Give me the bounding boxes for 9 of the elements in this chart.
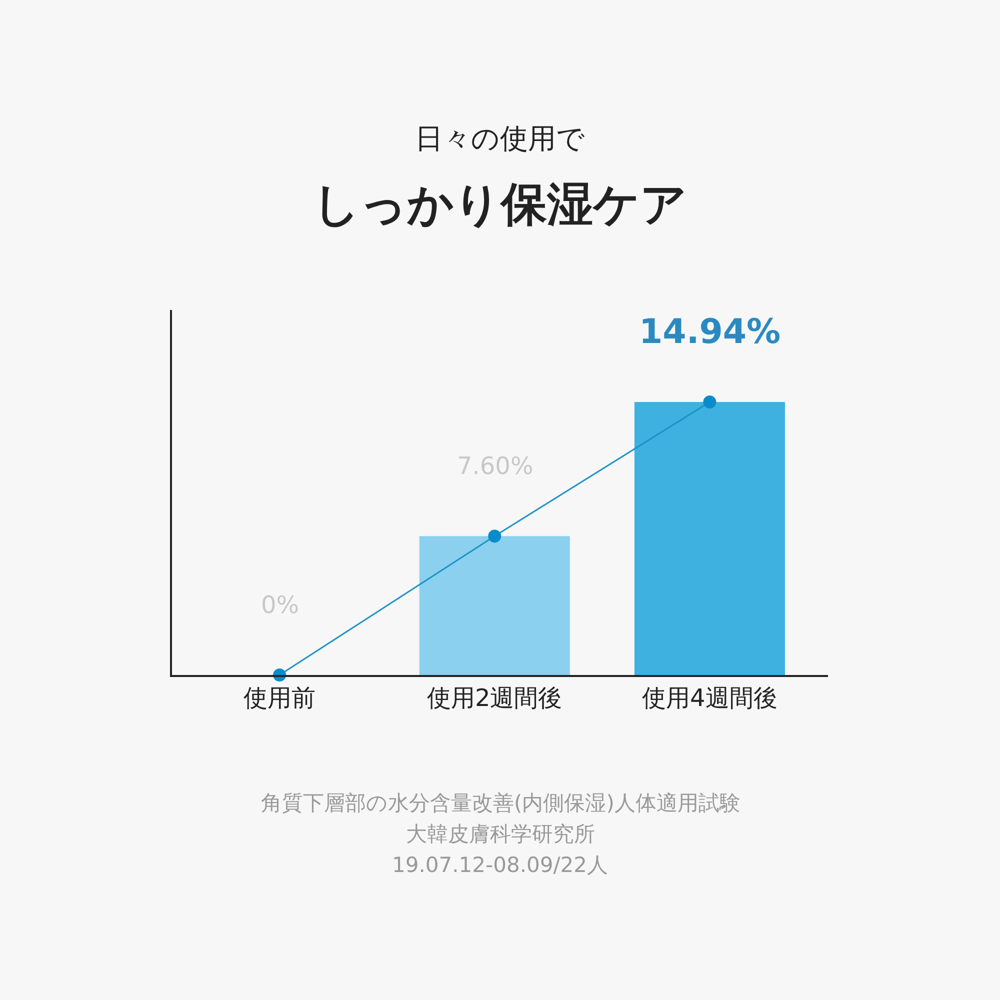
text: 角質下層部の水分含量改善(内側保湿)人体適用試験 — [261, 791, 740, 815]
text: 19.07.12-08.09/22人 — [392, 853, 608, 877]
x-tick-label: 使用2週間後 — [426, 684, 562, 712]
x-tick-label: 使用4週間後 — [642, 684, 778, 712]
chart-subtitle: 日々の使用で — [415, 122, 585, 155]
x-tick-label: 使用前 — [244, 684, 316, 712]
text: 大韓皮膚科学研究所 — [406, 822, 595, 846]
data-label: 14.94% — [639, 312, 781, 352]
chart-title: しっかり保湿ケア — [313, 177, 687, 231]
